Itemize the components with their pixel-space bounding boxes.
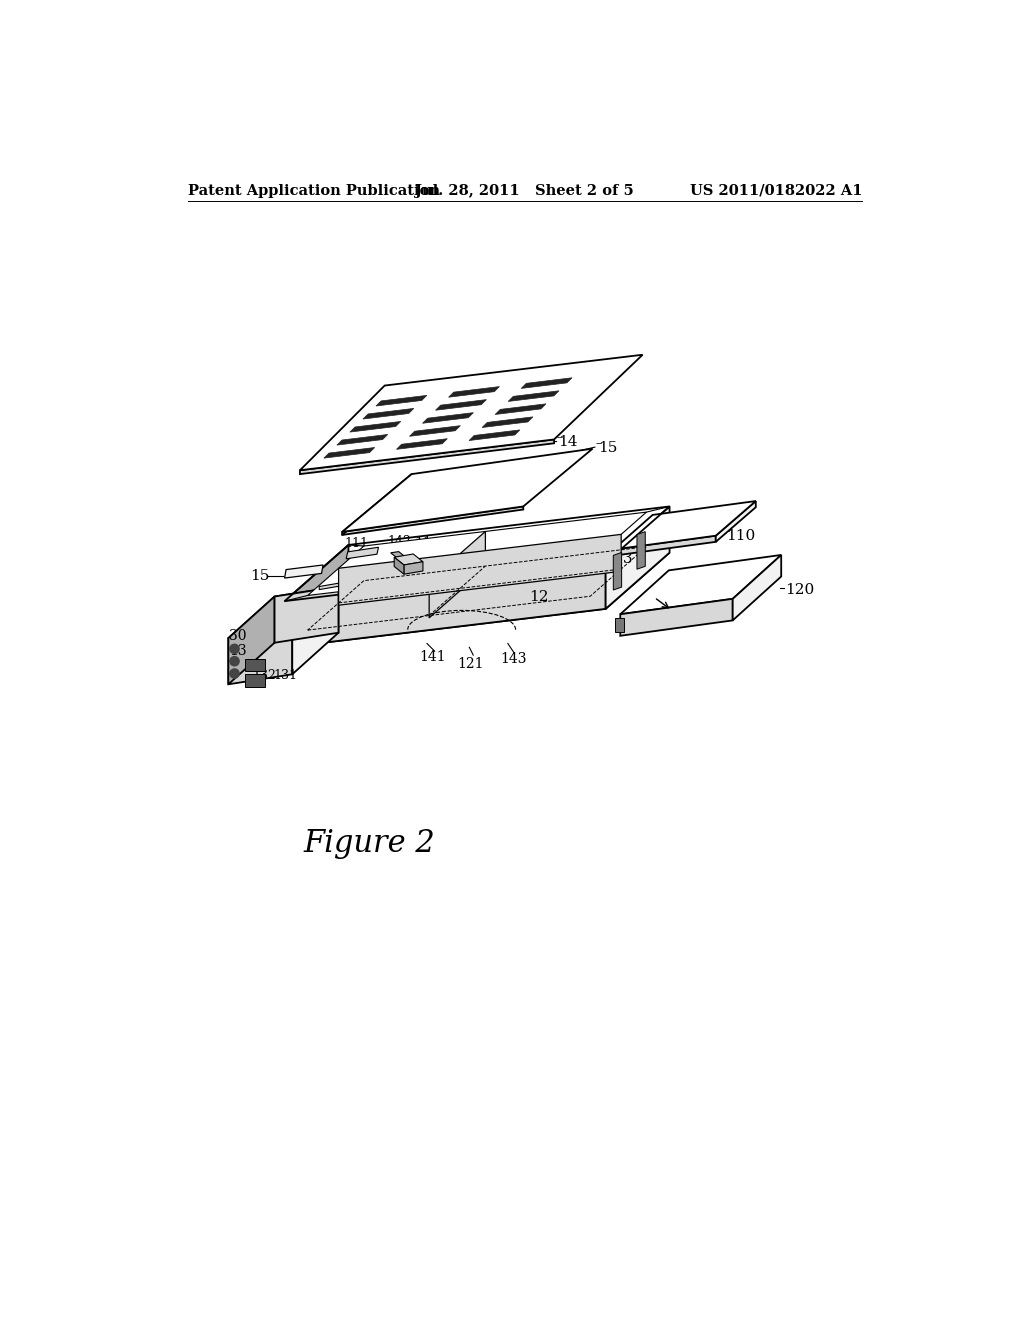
Polygon shape — [285, 565, 323, 578]
Polygon shape — [274, 586, 339, 643]
Text: 15: 15 — [598, 441, 617, 455]
Text: 110: 110 — [726, 529, 755, 544]
Text: US 2011/0182022 A1: US 2011/0182022 A1 — [689, 183, 862, 198]
Text: 11: 11 — [414, 536, 432, 550]
Text: 131: 131 — [273, 669, 297, 682]
Polygon shape — [605, 507, 670, 609]
Text: –: – — [556, 430, 562, 444]
Polygon shape — [339, 535, 622, 606]
Polygon shape — [319, 582, 346, 590]
Polygon shape — [292, 586, 339, 675]
Polygon shape — [482, 417, 532, 428]
Text: 13: 13 — [229, 644, 247, 659]
Text: 120: 120 — [785, 582, 814, 597]
Text: Figure 2: Figure 2 — [303, 828, 435, 859]
Polygon shape — [613, 536, 716, 556]
Text: Jul. 28, 2011   Sheet 2 of 5: Jul. 28, 2011 Sheet 2 of 5 — [416, 183, 634, 198]
Polygon shape — [246, 675, 264, 686]
Polygon shape — [376, 396, 427, 407]
Polygon shape — [300, 355, 643, 470]
Text: 15: 15 — [250, 569, 269, 582]
Polygon shape — [521, 378, 572, 388]
Polygon shape — [342, 449, 593, 532]
Circle shape — [230, 656, 240, 665]
Polygon shape — [403, 562, 423, 574]
Polygon shape — [613, 502, 756, 549]
Text: 1: 1 — [674, 606, 683, 619]
Text: Patent Application Publication: Patent Application Publication — [188, 183, 440, 198]
Polygon shape — [429, 532, 485, 618]
Text: 121: 121 — [458, 656, 484, 671]
Polygon shape — [410, 425, 461, 437]
Polygon shape — [307, 512, 646, 595]
Polygon shape — [449, 387, 500, 397]
Polygon shape — [621, 554, 781, 614]
Polygon shape — [614, 618, 625, 632]
Polygon shape — [423, 413, 473, 424]
Polygon shape — [613, 553, 622, 590]
Polygon shape — [342, 507, 523, 535]
Text: 3: 3 — [624, 552, 633, 566]
Polygon shape — [469, 430, 520, 441]
Text: –: – — [596, 437, 602, 450]
Polygon shape — [362, 408, 414, 418]
Polygon shape — [396, 438, 447, 449]
Polygon shape — [716, 502, 756, 543]
Polygon shape — [508, 391, 559, 401]
Polygon shape — [435, 400, 486, 411]
Circle shape — [230, 669, 240, 678]
Text: 14: 14 — [558, 434, 578, 449]
Text: 132: 132 — [252, 669, 276, 682]
Text: 12: 12 — [529, 590, 549, 605]
Polygon shape — [285, 562, 605, 647]
Polygon shape — [228, 628, 292, 684]
Polygon shape — [637, 532, 645, 569]
Polygon shape — [324, 447, 375, 458]
Polygon shape — [733, 554, 781, 620]
Polygon shape — [285, 545, 348, 647]
Polygon shape — [496, 404, 546, 414]
Polygon shape — [394, 554, 423, 565]
Polygon shape — [342, 474, 412, 535]
Text: –: – — [724, 525, 730, 539]
Polygon shape — [346, 548, 379, 558]
Polygon shape — [285, 553, 670, 647]
Polygon shape — [350, 421, 400, 432]
Polygon shape — [228, 586, 339, 638]
Text: 143: 143 — [500, 652, 526, 665]
Text: 141: 141 — [419, 651, 445, 664]
Text: 30: 30 — [229, 628, 247, 643]
Text: 3: 3 — [508, 536, 517, 550]
Circle shape — [230, 644, 240, 653]
Text: 142: 142 — [387, 536, 411, 548]
Polygon shape — [246, 659, 264, 671]
Polygon shape — [391, 552, 404, 557]
Polygon shape — [228, 597, 274, 684]
Polygon shape — [300, 440, 554, 474]
Polygon shape — [337, 434, 388, 445]
Polygon shape — [394, 557, 403, 574]
Polygon shape — [621, 599, 733, 636]
Text: 111: 111 — [345, 537, 369, 550]
